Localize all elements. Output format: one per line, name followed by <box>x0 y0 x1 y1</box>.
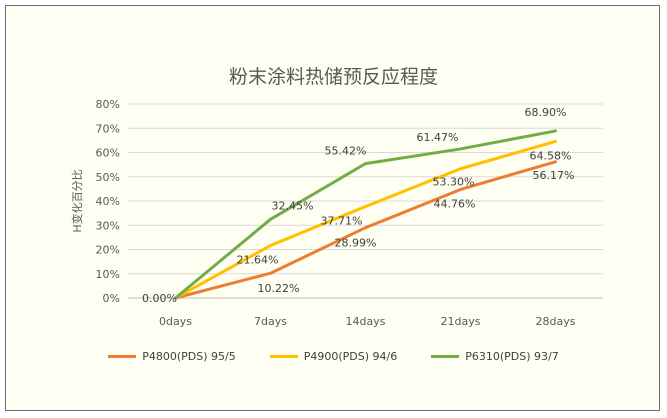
y-tick-label: 80% <box>96 98 120 111</box>
data-label: 61.47% <box>417 131 459 144</box>
series-line-0 <box>174 160 557 300</box>
x-tick-label: 14days <box>346 315 386 328</box>
data-label: 21.64% <box>237 254 279 267</box>
x-tick-label: 0days <box>159 315 192 328</box>
x-tick-label: 7days <box>254 315 287 328</box>
data-label: 55.42% <box>325 145 367 158</box>
data-label: 10.22% <box>258 282 300 295</box>
data-label: 64.58% <box>530 149 572 162</box>
legend-item: P4900(PDS) 94/6 <box>269 350 398 363</box>
y-tick-label: 50% <box>96 171 120 184</box>
legend-swatch <box>431 355 460 358</box>
data-label: 44.76% <box>434 197 476 210</box>
legend-item: P6310(PDS) 93/7 <box>431 350 559 363</box>
chart-frame <box>5 5 660 411</box>
legend-swatch <box>108 355 137 358</box>
data-label: 32.45% <box>272 199 314 212</box>
data-label: 28.99% <box>335 237 377 250</box>
series-line-2 <box>174 129 557 300</box>
y-tick-label: 30% <box>96 219 120 232</box>
series-line-1 <box>174 139 557 300</box>
data-label: 0.00% <box>142 292 177 305</box>
y-tick-label: 0% <box>103 292 120 305</box>
y-tick-label: 60% <box>96 147 120 160</box>
y-tick-label: 70% <box>96 122 120 135</box>
y-tick-label: 40% <box>96 195 120 208</box>
legend-label: P4900(PDS) 94/6 <box>303 350 398 363</box>
x-tick-label: 28days <box>536 315 576 328</box>
legend-swatch <box>269 355 298 358</box>
data-label: 68.90% <box>525 106 567 119</box>
legend-item: P4800(PDS) 95/5 <box>108 350 236 363</box>
data-label: 37.71% <box>321 215 363 228</box>
legend-label: P4800(PDS) 95/5 <box>142 350 236 363</box>
y-axis-label: H变化百分比 <box>70 169 84 232</box>
legend-label: P6310(PDS) 93/7 <box>465 350 559 363</box>
data-label: 56.17% <box>533 169 575 182</box>
x-tick-label: 21days <box>441 315 481 328</box>
y-tick-label: 20% <box>96 244 120 257</box>
chart-title: 粉末涂料热储预反应程度 <box>228 66 438 88</box>
y-tick-label: 10% <box>96 268 120 281</box>
data-label: 53.30% <box>433 176 475 189</box>
chart-legend: P4800(PDS) 95/5 P4900(PDS) 94/6 P6310(PDS)… <box>0 350 667 363</box>
